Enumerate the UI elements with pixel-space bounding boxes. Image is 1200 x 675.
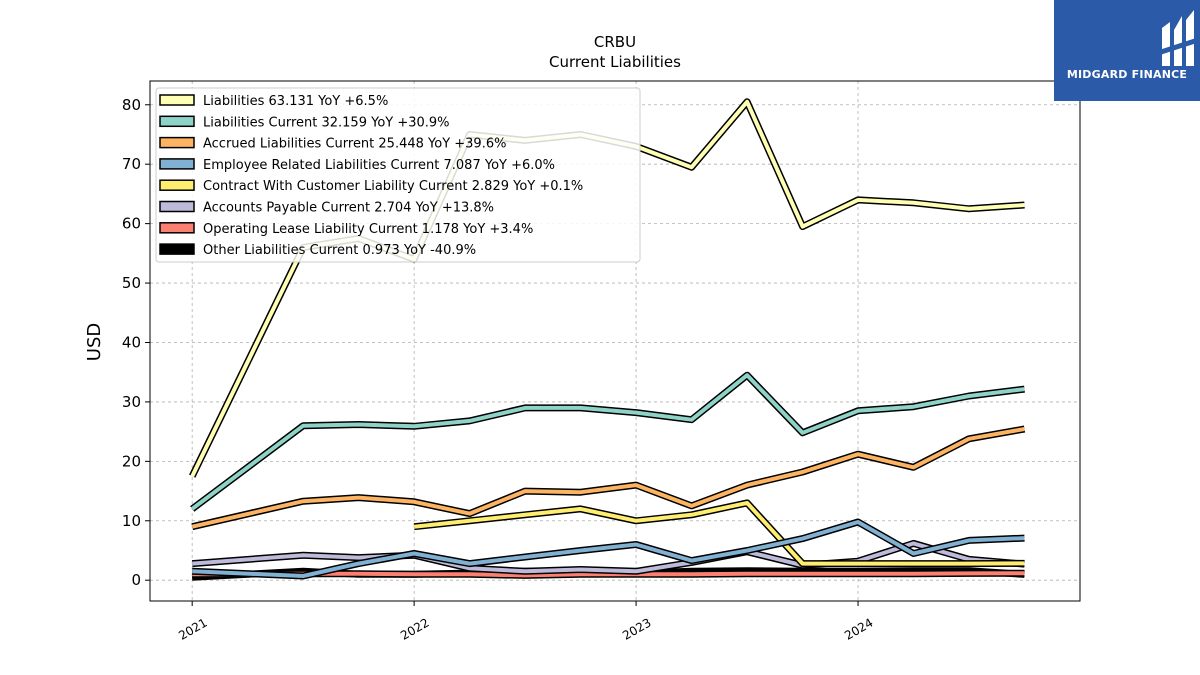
- midgard-logo-icon: [1160, 10, 1197, 66]
- legend-swatch: [159, 94, 195, 106]
- x-tick-label: 2023: [620, 615, 653, 642]
- chart-subtitle: Current Liabilities: [549, 53, 681, 71]
- y-tick-label: 20: [122, 452, 141, 470]
- legend-swatch: [159, 179, 195, 191]
- legend-entry: Accrued Liabilities Current 25.448 YoY +…: [203, 137, 506, 152]
- legend-entry: Operating Lease Liability Current 1.178 …: [203, 222, 533, 237]
- y-tick-label: 70: [122, 155, 141, 173]
- y-axis-label: USD: [84, 323, 105, 361]
- axis-ticks: 0 10 20 30 40 50 60 70 80 2021 2022 2023 2024: [122, 96, 876, 643]
- legend-swatch: [159, 115, 195, 128]
- series-line: [191, 425, 1026, 531]
- legend-entry: Accounts Payable Current 2.704 YoY +13.8…: [203, 201, 494, 216]
- y-tick-label: 10: [122, 512, 141, 530]
- series-stroke: [191, 427, 1025, 529]
- logo-text: MIDGARD FINANCE: [1066, 68, 1188, 81]
- y-tick-label: 60: [122, 215, 141, 233]
- series-line: [192, 518, 1025, 580]
- series-stroke: [191, 373, 1025, 511]
- y-tick-label: 50: [122, 274, 141, 292]
- x-tick-label: 2024: [842, 615, 875, 642]
- series-line: [413, 499, 1025, 568]
- legend-entry: Employee Related Liabilities Current 7.0…: [203, 158, 555, 173]
- chart-title: CRBU: [594, 33, 636, 51]
- legend-swatch: [159, 200, 195, 213]
- y-tick-label: 80: [122, 96, 141, 114]
- midgard-finance-logo: MIDGARD FINANCE: [1054, 0, 1200, 101]
- series-stroke: [192, 520, 1025, 578]
- legend-entry: Liabilities Current 32.159 YoY +30.9%: [203, 115, 450, 130]
- legend-swatch: [159, 243, 195, 255]
- y-tick-label: 30: [122, 393, 141, 411]
- legend-entry: Liabilities 63.131 YoY +6.5%: [203, 94, 388, 109]
- y-tick-label: 0: [131, 571, 141, 589]
- legend-swatch: [159, 136, 195, 149]
- legend: Liabilities 63.131 YoY +6.5% Liabilities …: [155, 87, 641, 263]
- legend-entry: Contract With Customer Liability Current…: [203, 179, 583, 194]
- x-tick-label: 2022: [398, 615, 431, 642]
- legend-box: [155, 87, 641, 263]
- plot-frame: [149, 80, 1081, 602]
- series-stroke: [413, 500, 1025, 566]
- legend-entry: Other Liabilities Current 0.973 YoY -40.…: [203, 243, 476, 258]
- x-tick-label: 2021: [176, 615, 209, 642]
- legend-swatch: [159, 158, 195, 170]
- legend-swatch: [159, 222, 195, 234]
- series-line: [190, 371, 1025, 512]
- y-tick-label: 40: [122, 333, 141, 351]
